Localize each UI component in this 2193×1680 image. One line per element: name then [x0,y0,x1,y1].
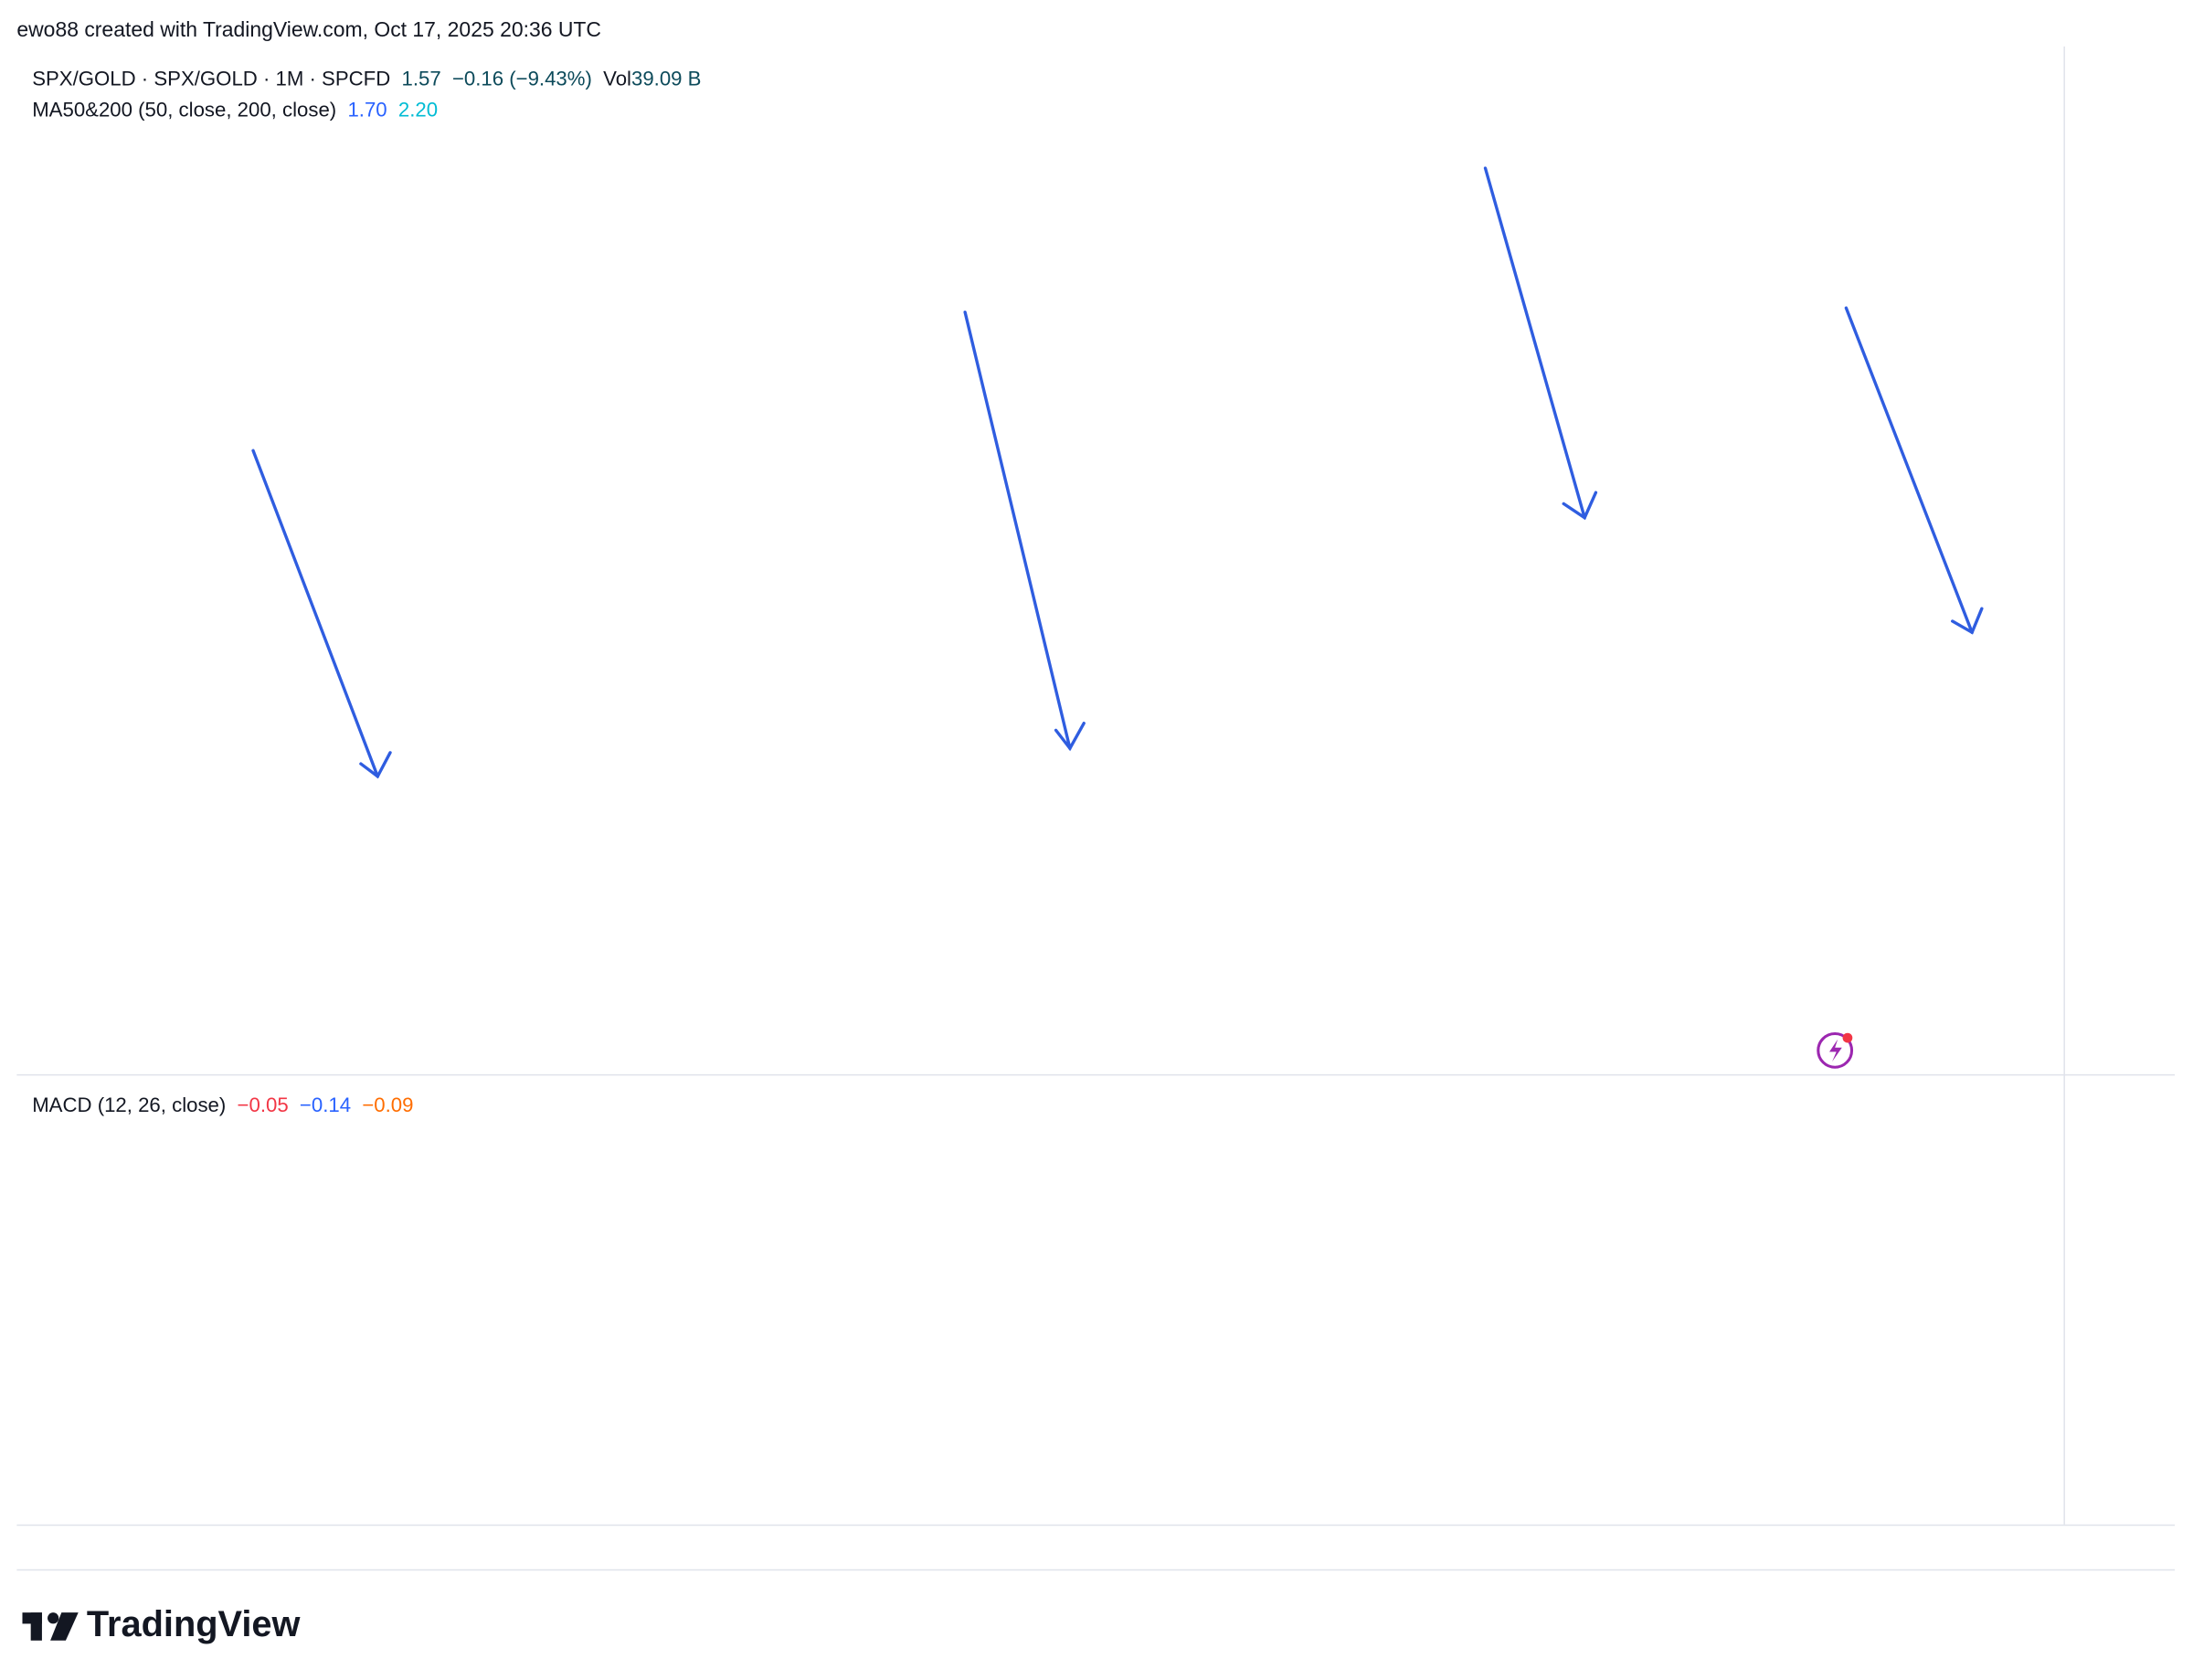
legend-macd: MACD (12, 26, close) −0.05 −0.14 −0.09 [32,1094,413,1116]
indicator-name: MA50&200 (50, close, 200, close) [32,98,336,121]
drawings [251,166,1984,779]
frame [16,46,2176,1571]
legend-main: SPX/GOLD · SPX/GOLD · 1M · SPCFD 1.57 −0.1… [32,67,701,90]
logo-dot [48,1612,59,1624]
macd-value: −0.14 [300,1094,351,1116]
signal-value: −0.09 [362,1094,413,1116]
legend-ma: MA50&200 (50, close, 200, close) 1.70 2.20 [32,98,438,121]
volume-label: Vol [603,67,631,90]
arrow [1844,306,1974,634]
arrow-head [1951,607,1984,635]
alert-dot[interactable] [1842,1032,1853,1043]
arrow [1483,166,1586,520]
attribution: ewo88 created with TradingView.com, Oct … [16,17,601,41]
alert-bolt[interactable] [1829,1039,1842,1062]
arrow [963,311,1072,750]
symbol: SPX/GOLD · SPX/GOLD · 1M · SPCFD [32,67,390,90]
arrow-head [1562,491,1598,521]
last-price: 1.57 [402,67,441,90]
ma-value: 1.70 [347,98,387,121]
arrow [251,449,379,778]
volume: 39.09 B [631,67,702,90]
logo-stem [30,1612,42,1641]
logo: TradingView [22,1604,302,1644]
arrow-head [1054,722,1086,752]
logo-slash [50,1612,79,1641]
histogram-value: −0.05 [238,1094,289,1116]
change: −0.16 (−9.43%) [452,67,592,90]
logo-text: TradingView [87,1604,302,1644]
arrow-head [359,751,392,779]
indicator-name: MACD (12, 26, close) [32,1094,226,1116]
ma-value: 2.20 [398,98,438,121]
alert-icon[interactable] [1817,1031,1854,1069]
